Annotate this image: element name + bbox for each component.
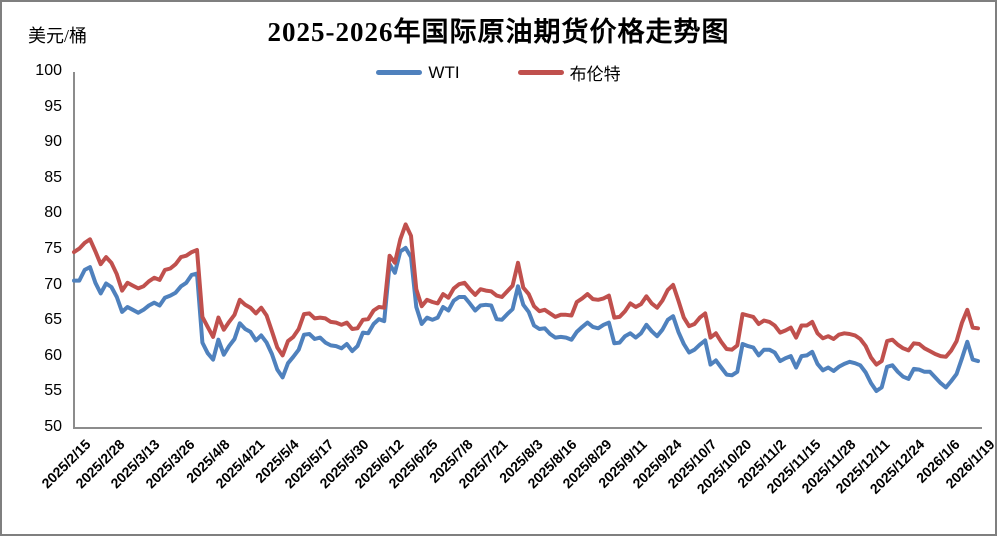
legend-item-brent: 布伦特 bbox=[517, 60, 621, 85]
y-tick-label: 55 bbox=[44, 382, 62, 400]
y-tick-label: 70 bbox=[44, 275, 62, 293]
y-tick-label: 75 bbox=[44, 240, 62, 257]
y-tick-label: 85 bbox=[44, 168, 62, 186]
legend-label-brent: 布伦特 bbox=[569, 65, 621, 84]
series-line-wti bbox=[72, 245, 980, 393]
y-tick-label: 60 bbox=[44, 346, 62, 364]
y-tick-label: 80 bbox=[44, 204, 62, 222]
axis-lines bbox=[73, 72, 982, 429]
y-tick-label: 100 bbox=[35, 62, 62, 79]
y-tick-label: 90 bbox=[44, 133, 62, 151]
legend: WTI 布伦特 bbox=[2, 60, 995, 85]
wti-line-swatch bbox=[376, 70, 423, 75]
y-tick-label: 95 bbox=[44, 97, 62, 115]
y-tick-label: 50 bbox=[44, 418, 62, 435]
y-axis-unit-label: 美元/桶 bbox=[28, 26, 88, 46]
legend-label-wti: WTI bbox=[428, 62, 460, 82]
legend-item-wti: WTI bbox=[376, 62, 460, 83]
series-line-brent bbox=[72, 222, 980, 367]
brent-line-swatch bbox=[517, 70, 564, 75]
y-tick-label: 65 bbox=[44, 311, 62, 329]
chart-title: 2025-2026年国际原油期货价格走势图 bbox=[267, 17, 730, 47]
